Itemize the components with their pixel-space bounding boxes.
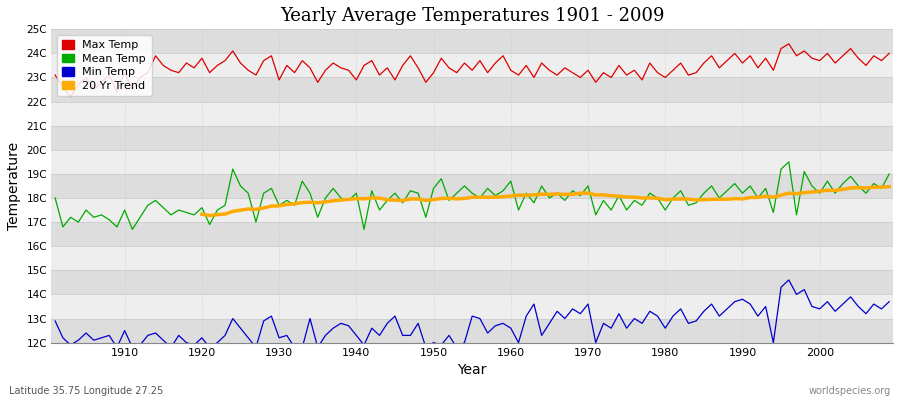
Bar — [51, 294, 893, 318]
Title: Yearly Average Temperatures 1901 - 2009: Yearly Average Temperatures 1901 - 2009 — [280, 7, 664, 25]
Y-axis label: Temperature: Temperature — [7, 142, 21, 230]
Bar — [51, 29, 893, 53]
X-axis label: Year: Year — [457, 363, 487, 377]
Bar — [51, 318, 893, 343]
Bar — [51, 102, 893, 126]
Bar — [51, 174, 893, 198]
Bar — [51, 222, 893, 246]
Bar — [51, 150, 893, 174]
Legend: Max Temp, Mean Temp, Min Temp, 20 Yr Trend: Max Temp, Mean Temp, Min Temp, 20 Yr Tre… — [57, 35, 151, 96]
Bar — [51, 246, 893, 270]
Bar — [51, 270, 893, 294]
Text: worldspecies.org: worldspecies.org — [809, 386, 891, 396]
Bar — [51, 53, 893, 78]
Bar — [51, 198, 893, 222]
Text: Latitude 35.75 Longitude 27.25: Latitude 35.75 Longitude 27.25 — [9, 386, 163, 396]
Bar — [51, 126, 893, 150]
Bar — [51, 78, 893, 102]
